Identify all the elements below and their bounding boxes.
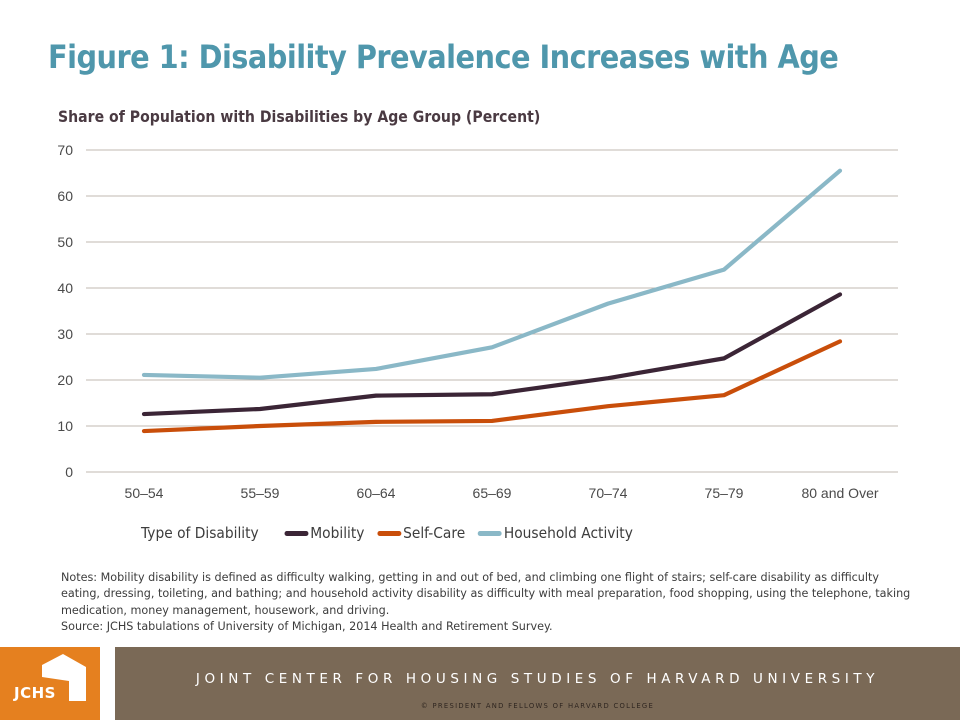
x-tick-label: 55–59 [241, 485, 280, 501]
x-tick-label: 75–79 [705, 485, 744, 501]
notes-text: Notes: Mobility disability is defined as… [61, 571, 911, 617]
legend-label-mobility: Mobility [310, 524, 365, 542]
house-icon [42, 654, 86, 701]
legend-swatch-mobility [284, 530, 309, 536]
y-tick-label: 10 [57, 418, 73, 434]
y-axis-ticks: 0 10 20 30 40 50 60 70 [57, 142, 73, 480]
x-tick-label: 70–74 [589, 485, 628, 501]
line-chart: 0 10 20 30 40 50 60 70 50–54 55–59 60–64 65–69 70–7… [57, 142, 898, 501]
y-tick-label: 50 [57, 234, 73, 250]
legend-swatch-household-activity [478, 530, 503, 536]
gridlines [86, 149, 898, 473]
y-tick-label: 0 [65, 464, 73, 480]
y-tick-label: 60 [57, 188, 73, 204]
y-tick-label: 40 [57, 280, 73, 296]
x-axis-ticks: 50–54 55–59 60–64 65–69 70–74 75–79 80 and Ove… [125, 485, 879, 501]
x-tick-label: 50–54 [125, 485, 164, 501]
y-tick-label: 70 [57, 142, 73, 158]
y-tick-label: 20 [57, 372, 73, 388]
series-line-mobility [141, 292, 843, 417]
figure-title: Figure 1: Disability Prevalence Increase… [48, 38, 839, 76]
legend: Type of Disability Mobility Self-Care Ho… [141, 524, 646, 542]
series-line-self-care [141, 339, 843, 434]
legend-item-self-care: Self-Care [377, 524, 465, 542]
legend-label-self-care: Self-Care [403, 524, 466, 542]
chart-notes: Notes: Mobility disability is defined as… [61, 570, 911, 635]
organization-name: JOINT CENTER FOR HOUSING STUDIES OF HARV… [195, 671, 880, 687]
legend-title: Type of Disability [141, 524, 259, 542]
legend-item-household-activity: Household Activity [478, 524, 633, 542]
legend-label-household-activity: Household Activity [503, 524, 633, 542]
y-tick-label: 30 [57, 326, 73, 342]
footer-bar: JOINT CENTER FOR HOUSING STUDIES OF HARV… [115, 647, 960, 720]
legend-swatch-self-care [377, 530, 402, 536]
chart-title: Share of Population with Disabilities by… [58, 107, 541, 126]
x-tick-label: 80 and Over [801, 485, 878, 501]
copyright-text: © PRESIDENT AND FELLOWS OF HARVARD COLLE… [420, 702, 655, 710]
series-line-household-activity [141, 168, 843, 380]
x-tick-label: 65–69 [473, 485, 512, 501]
legend-item-mobility: Mobility [284, 524, 364, 542]
source-text: Source: JCHS tabulations of University o… [61, 619, 553, 633]
x-tick-label: 60–64 [357, 485, 396, 501]
series-lines [141, 168, 843, 434]
logo-text: JCHS [14, 684, 56, 702]
jchs-logo: JCHS [0, 647, 100, 720]
